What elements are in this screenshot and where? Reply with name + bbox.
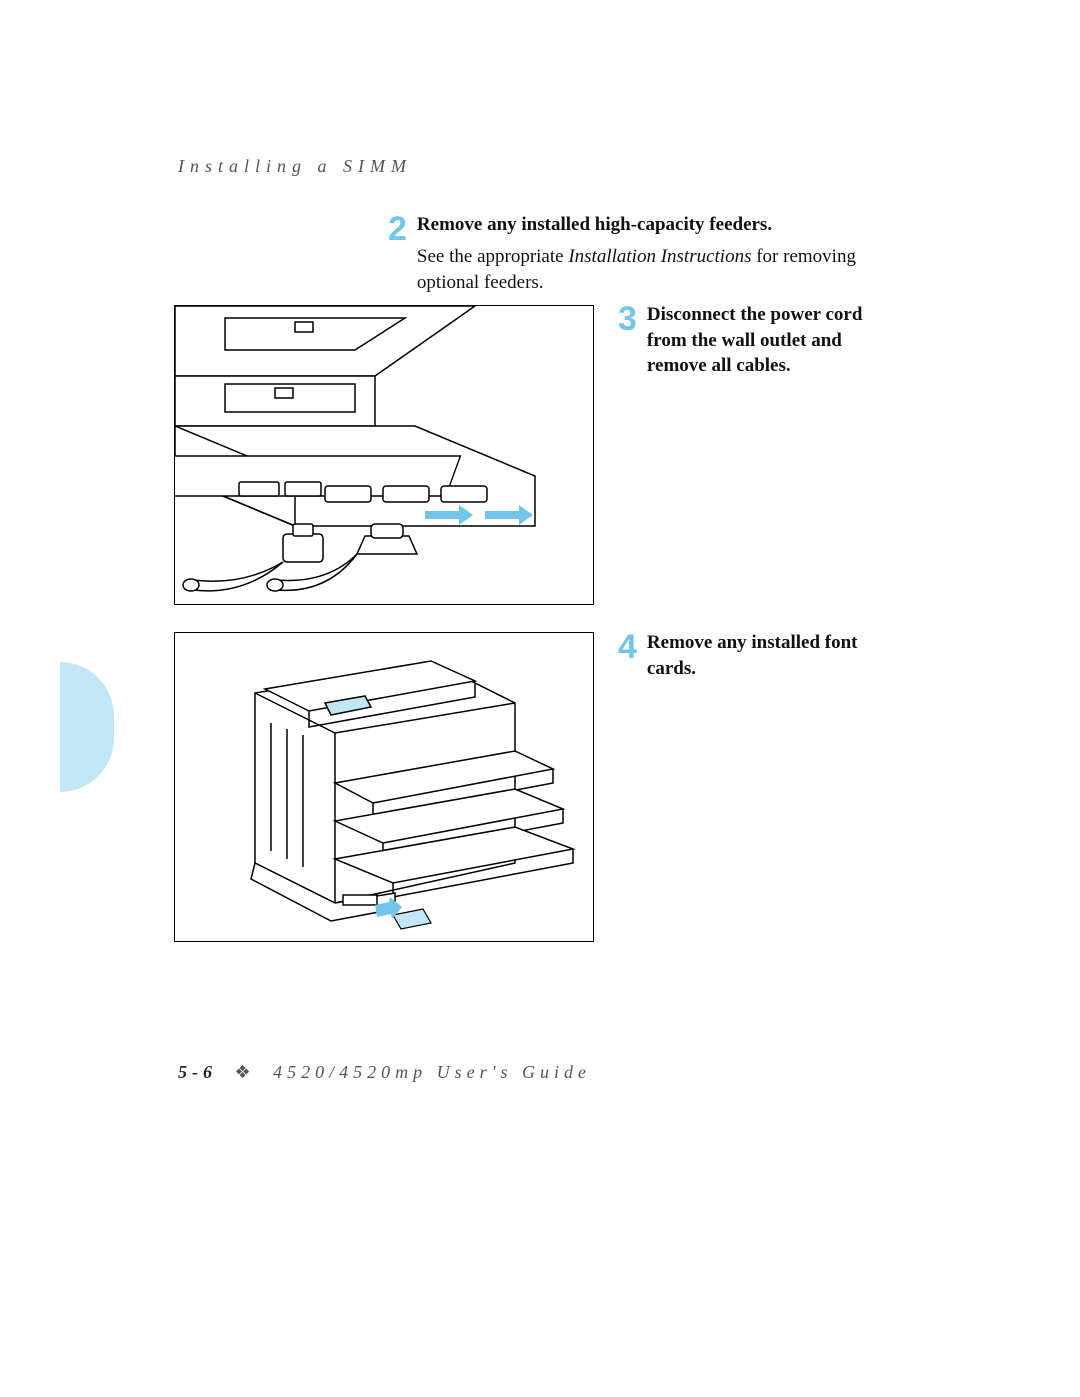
- step-3: 3 Disconnect the power cord from the wal…: [618, 302, 878, 379]
- figure-disconnect-cables: [174, 305, 594, 605]
- page-header: Installing a SIMM: [178, 156, 412, 177]
- footer-guide-title: 4520/4520mp User's Guide: [273, 1062, 591, 1082]
- step-4-title: Remove any installed font cards.: [647, 632, 858, 679]
- step-2-title: Remove any installed high-capacity feede…: [417, 214, 772, 235]
- step-2: 2 Remove any installed high-capacity fee…: [388, 212, 888, 297]
- figure-remove-font-cards: [174, 632, 594, 942]
- step-2-number: 2: [388, 212, 407, 246]
- step-3-number: 3: [618, 302, 637, 336]
- step-4-number: 4: [618, 630, 637, 664]
- footer-separator-icon: ❖: [235, 1062, 256, 1082]
- page-footer: 5-6 ❖ 4520/4520mp User's Guide: [178, 1062, 591, 1083]
- step-4: 4 Remove any installed font cards.: [618, 630, 878, 681]
- footer-page-number: 5-6: [178, 1062, 217, 1082]
- step-2-body-pre: See the appropriate: [417, 246, 568, 267]
- thumb-tab: [60, 662, 114, 792]
- step-3-title: Disconnect the power cord from the wall …: [647, 304, 862, 376]
- step-2-body: See the appropriate Installation Instruc…: [417, 244, 877, 297]
- step-2-body-em: Installation Instructions: [568, 246, 751, 267]
